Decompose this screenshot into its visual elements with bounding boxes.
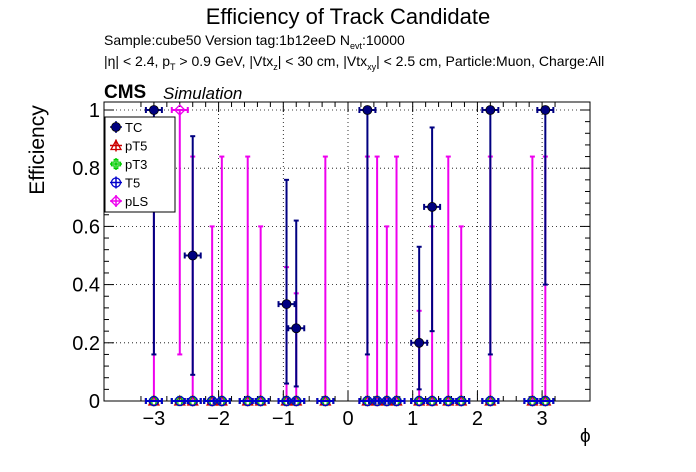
sample-info-sub: evt	[349, 40, 362, 51]
cuts-part-3: z	[273, 61, 278, 72]
cuts-part-1: T	[170, 61, 176, 72]
t5-point	[391, 395, 402, 407]
cuts-part-2: > 0.9 GeV, |Vtx	[175, 53, 274, 69]
legend-pt5-marker	[109, 139, 123, 151]
legend-t5-marker	[110, 177, 122, 188]
t5-point	[320, 395, 331, 407]
t5-point	[291, 395, 302, 407]
legend-tc-label: TC	[125, 120, 142, 135]
legend-pt3-label: pT3	[125, 157, 147, 172]
t5-point	[216, 395, 227, 407]
legend-pt5-label: pT5	[125, 139, 147, 154]
tc-point	[291, 323, 302, 334]
sample-info-end: :10000	[361, 32, 405, 48]
x-tick-label: −3	[142, 408, 165, 430]
y-tick-label: 0.4	[72, 275, 100, 297]
cuts-part-6: | < 2.5 cm, Particle:Muon, Charge:All	[376, 53, 605, 69]
tc-point	[540, 105, 551, 115]
t5-point	[187, 395, 198, 407]
y-tick-label: 0	[89, 391, 100, 413]
legend-tc-marker	[111, 122, 121, 132]
legend-pls-marker	[110, 195, 122, 207]
x-tick-label: 3	[537, 408, 548, 430]
tc-point	[281, 299, 292, 309]
y-tick-label: 0.6	[72, 216, 100, 238]
legend-pls-label: pLS	[125, 194, 148, 209]
plot-frame	[103, 101, 591, 402]
x-tick-label: 0	[342, 408, 353, 430]
t5-point	[148, 395, 160, 407]
x-axis-label: ϕ	[580, 426, 591, 447]
tc-point	[414, 337, 425, 348]
tc-point	[485, 105, 496, 115]
tc-point	[362, 105, 373, 115]
y-tick-label: 0.2	[72, 333, 100, 355]
cuts-part-0: |η| < 2.4, p	[104, 53, 171, 69]
x-tick-label: 1	[407, 408, 418, 430]
t5-point	[426, 395, 438, 407]
t5-point	[456, 395, 467, 407]
x-tick-label: 2	[472, 408, 483, 430]
t5-point	[255, 395, 266, 407]
selection-cuts-line: |η| < 2.4, pT > 0.9 GeV, |Vtxz| < 30 cm,…	[104, 53, 604, 72]
cms-label: CMS	[104, 82, 147, 103]
sample-info-text: Sample:cube50 Version tag:1b12eeD N	[104, 32, 350, 48]
simulation-label: Simulation	[163, 84, 243, 103]
cuts-part-4: | < 30 cm, |Vtx	[277, 53, 368, 69]
y-tick-label: 1	[89, 100, 100, 122]
t5-point	[540, 395, 551, 407]
pls-point	[173, 104, 186, 116]
x-tick-label: −2	[207, 408, 230, 430]
cuts-part-5: xy	[367, 61, 377, 72]
chart-title: Efficiency of Track Candidate	[205, 4, 491, 29]
sample-info-line: Sample:cube50 Version tag:1b12eeD Nevt:1…	[104, 32, 405, 51]
tc-point	[148, 105, 159, 115]
legend-t5-label: T5	[125, 176, 140, 191]
legend-pt3-marker	[110, 158, 122, 170]
x-tick-label: −1	[272, 408, 295, 430]
tc-point	[187, 250, 198, 261]
t5-point	[485, 395, 496, 407]
tc-point	[427, 202, 438, 212]
y-tick-label: 0.8	[72, 158, 100, 180]
